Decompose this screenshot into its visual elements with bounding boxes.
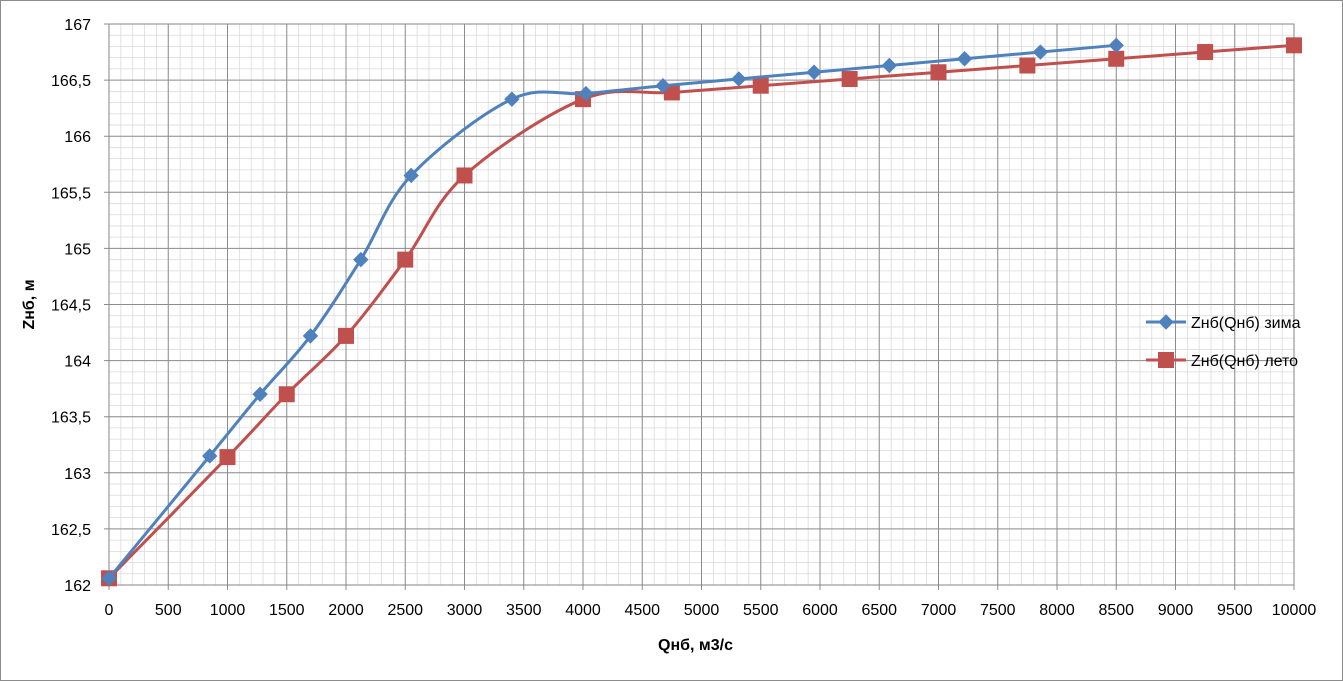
- data-point: [302, 328, 319, 344]
- legend: Zнб(Qнб) зима Zнб(Qнб) лето: [1146, 314, 1301, 370]
- data-point: [101, 570, 117, 586]
- y-tick-label: 162,5: [51, 522, 91, 539]
- x-tick-label: 4500: [624, 602, 660, 619]
- legend-item: Zнб(Qнб) лето: [1146, 352, 1298, 370]
- x-tick-label: 5500: [743, 602, 779, 619]
- series-winter: [101, 37, 1124, 586]
- y-tick-label: 164,5: [51, 298, 91, 315]
- x-tick-label: 10000: [1272, 602, 1317, 619]
- x-axis-title: Qнб, м3/с: [658, 637, 733, 654]
- series-layer: [101, 37, 1302, 587]
- data-point: [731, 71, 747, 87]
- data-point: [956, 51, 973, 67]
- x-tick-label: 4000: [565, 602, 601, 619]
- y-tick-label: 163: [64, 466, 91, 483]
- data-point: [806, 64, 822, 80]
- data-point: [338, 327, 354, 344]
- x-tick-label: 8000: [1039, 602, 1075, 619]
- x-tick-label: 6000: [802, 602, 838, 619]
- x-tick-label: 9000: [1158, 602, 1194, 619]
- y-axis-title: Zнб, м: [21, 279, 38, 329]
- data-point: [1108, 50, 1125, 67]
- grid-major: [104, 23, 1295, 590]
- legend-item: Zнб(Qнб) зима: [1146, 314, 1301, 332]
- data-point: [397, 251, 414, 268]
- legend-marker: [1158, 314, 1174, 330]
- x-tick-label: 9500: [1217, 602, 1253, 619]
- data-point: [1019, 57, 1036, 74]
- legend-label: Zнб(Qнб) лето: [1191, 353, 1298, 370]
- x-tick-label: 1000: [210, 602, 246, 619]
- data-point: [578, 85, 594, 102]
- x-tick-label: 2000: [328, 602, 364, 619]
- data-point: [1197, 44, 1214, 61]
- data-point: [752, 77, 769, 94]
- y-tick-label: 167: [64, 17, 91, 34]
- data-point: [456, 167, 473, 184]
- x-tick-label: 6500: [861, 602, 897, 619]
- data-point: [1032, 44, 1049, 60]
- data-point: [930, 64, 947, 81]
- legend-marker: [1158, 352, 1174, 368]
- series-summer: [101, 37, 1302, 587]
- x-tick-label: 3500: [506, 602, 542, 619]
- data-point: [252, 386, 268, 402]
- x-tick-label: 1500: [269, 602, 305, 619]
- y-tick-label: 165: [64, 241, 91, 258]
- y-tick-label: 163,5: [51, 410, 91, 427]
- x-tick-labels: 0 500 1000 1500 2000 2500 3000 3500 4000 4500 5000…: [105, 602, 1317, 619]
- y-tick-label: 166,5: [51, 73, 91, 90]
- y-tick-labels: 162 162,5 163 163,5 164 164,5 165 165,5 166 166,5…: [51, 17, 91, 595]
- x-tick-label: 7500: [980, 602, 1016, 619]
- data-point: [1286, 37, 1302, 54]
- x-tick-label: 500: [155, 602, 182, 619]
- plot-border: [108, 23, 1295, 586]
- plot-area-border: [108, 23, 1295, 586]
- data-point: [881, 57, 898, 74]
- data-point: [219, 449, 236, 466]
- x-tick-label: 8500: [1098, 602, 1134, 619]
- y-tick-label: 164: [64, 354, 91, 371]
- x-tick-label: 7000: [921, 602, 957, 619]
- data-point: [655, 78, 671, 94]
- data-point: [353, 251, 369, 268]
- data-point: [841, 70, 858, 87]
- data-point: [278, 386, 295, 403]
- data-point: [403, 167, 419, 184]
- data-point: [202, 448, 218, 464]
- x-tick-label: 2500: [387, 602, 423, 619]
- data-point: [504, 91, 520, 107]
- legend-label: Zнб(Qнб) зима: [1191, 315, 1301, 332]
- x-tick-label: 3000: [447, 602, 483, 619]
- y-tick-label: 166: [64, 129, 91, 146]
- data-point: [1108, 37, 1124, 54]
- x-tick-label: 5000: [684, 602, 720, 619]
- y-tick-label: 162: [64, 578, 91, 595]
- x-tick-label: 0: [105, 602, 114, 619]
- y-tick-label: 165,5: [51, 185, 91, 202]
